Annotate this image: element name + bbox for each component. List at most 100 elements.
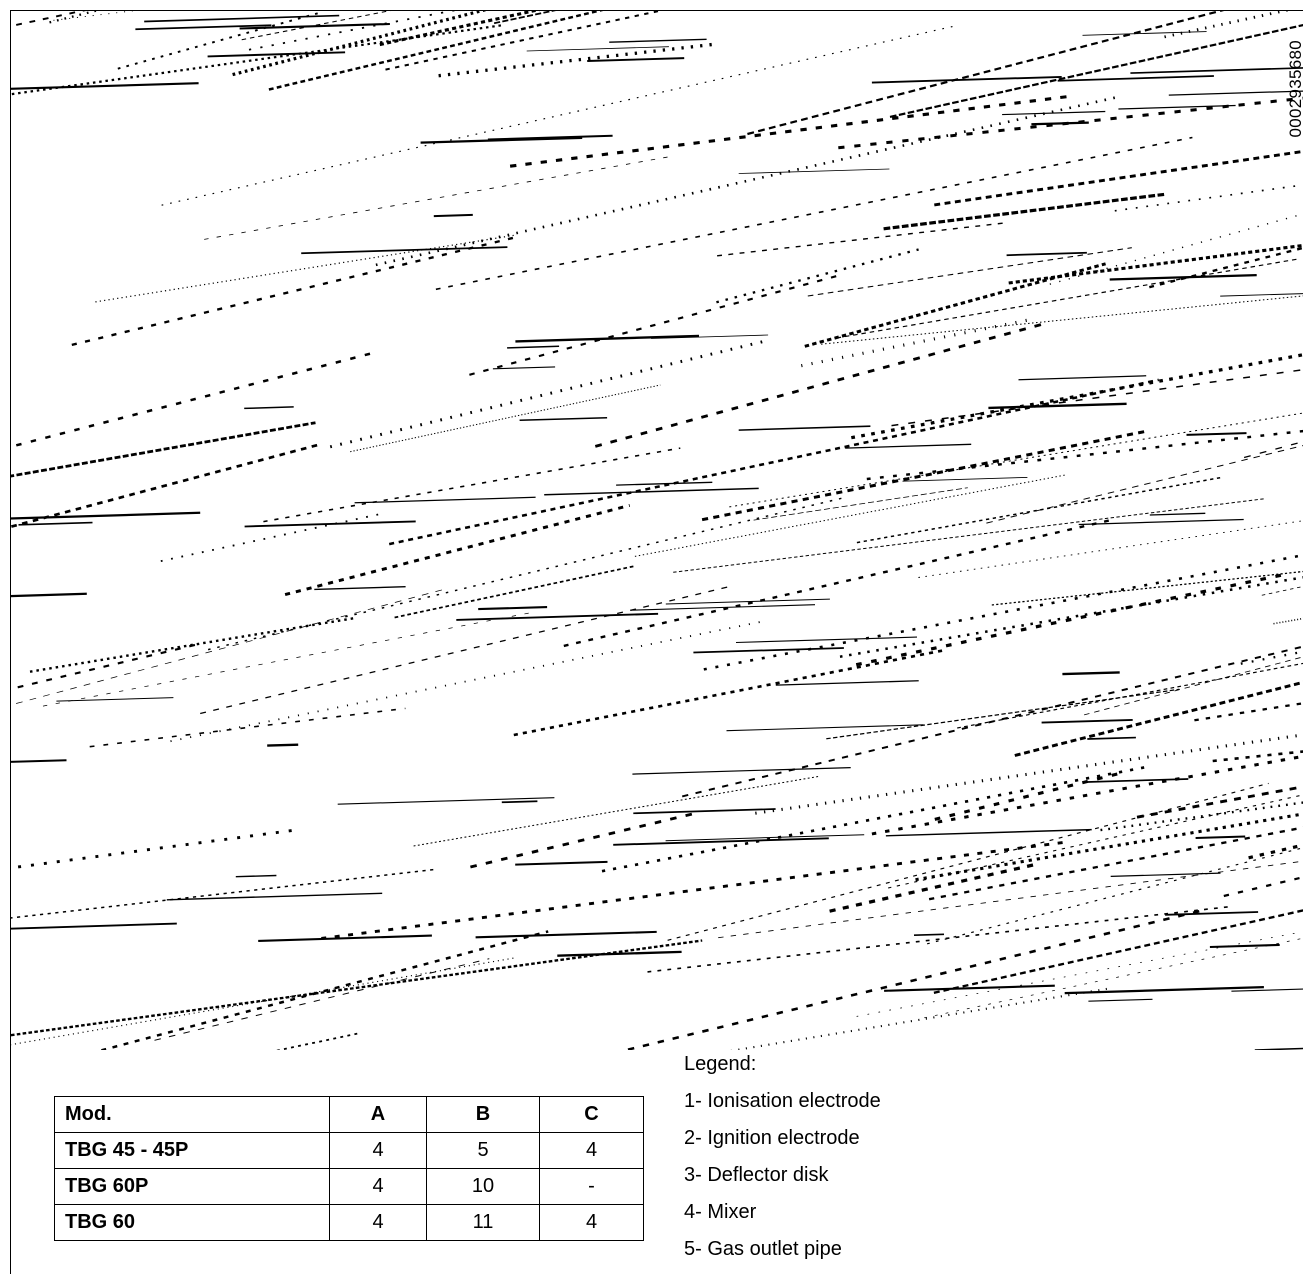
drawing-dash xyxy=(693,647,844,654)
drawing-streak xyxy=(928,826,1303,901)
drawing-streak xyxy=(934,149,1303,207)
drawing-streak xyxy=(1240,650,1303,665)
drawing-streak xyxy=(1062,1026,1303,1050)
drawing-dash xyxy=(10,922,177,930)
drawing-streak xyxy=(918,520,1303,578)
drawing-streak xyxy=(10,643,199,691)
drawing-dash xyxy=(609,38,707,43)
drawing-dash xyxy=(913,933,945,937)
drawing-streak xyxy=(829,862,1040,913)
drawing-streak xyxy=(248,10,461,51)
drawing-dash xyxy=(526,46,669,52)
drawing-streak xyxy=(275,1032,361,1050)
drawing-dash xyxy=(557,950,682,957)
drawing-dash xyxy=(845,443,972,449)
drawing-streak xyxy=(701,429,1147,522)
legend-item: 3- Deflector disk xyxy=(684,1164,829,1186)
drawing-streak xyxy=(284,503,631,597)
drawing-streak xyxy=(160,512,385,562)
drawing-streak xyxy=(241,10,396,41)
drawing-dash xyxy=(1110,872,1221,878)
table-cell: - xyxy=(539,1168,644,1205)
drawing-streak xyxy=(826,688,1180,740)
drawing-dash xyxy=(1041,718,1133,724)
table-cell: 4 xyxy=(539,1132,644,1169)
table-header-cell: Mod. xyxy=(54,1096,330,1133)
drawing-dash xyxy=(630,604,816,611)
drawing-streak xyxy=(851,353,1303,440)
drawing-streak xyxy=(435,136,1193,291)
drawing-dash xyxy=(1006,251,1087,257)
drawing-streak xyxy=(10,10,91,28)
drawing-streak xyxy=(1273,617,1303,625)
drawing-streak xyxy=(1243,440,1303,459)
drawing-dash xyxy=(902,476,1028,482)
legend: Legend: 1- Ionisation electrode 2- Ignit… xyxy=(684,1046,881,1268)
drawing-dash xyxy=(478,606,548,611)
drawing-dash xyxy=(135,24,272,31)
drawing-dash xyxy=(884,984,1055,992)
drawing-streak xyxy=(915,812,1303,882)
drawing-dash xyxy=(1078,518,1244,526)
drawing-streak xyxy=(154,958,490,1041)
drawing-streak xyxy=(200,586,728,715)
drawing-dash xyxy=(613,837,829,846)
drawing-dash xyxy=(207,51,346,58)
drawing-streak xyxy=(855,572,1289,667)
drawing-streak xyxy=(469,273,842,376)
drawing-streak xyxy=(681,645,1303,798)
drawing-dash xyxy=(420,136,583,144)
drawing-streak xyxy=(385,10,669,71)
drawing-streak xyxy=(933,909,1303,994)
document-code: 0002935680 xyxy=(1286,40,1303,138)
drawing-dash xyxy=(1064,985,1264,995)
drawing-dash xyxy=(475,930,657,939)
drawing-dash xyxy=(515,860,608,866)
table-cell: 4 xyxy=(329,1204,427,1241)
drawing-streak xyxy=(97,930,549,1050)
drawing-streak xyxy=(934,770,1125,821)
legend-title: Legend: xyxy=(684,1053,757,1075)
drawing-dash xyxy=(1057,75,1214,82)
drawing-streak xyxy=(509,94,1076,168)
drawing-streak xyxy=(883,192,1165,231)
drawing-dash xyxy=(56,697,174,702)
table-header-cell: B xyxy=(426,1096,540,1133)
table-cell: TBG 60 xyxy=(54,1204,330,1241)
drawing-streak xyxy=(1194,702,1303,722)
drawing-streak xyxy=(634,474,1067,557)
drawing-dash xyxy=(1031,121,1089,126)
drawing-dash xyxy=(1130,67,1303,74)
drawing-dash xyxy=(885,828,1092,837)
drawing-dash xyxy=(775,680,919,686)
drawing-dash xyxy=(633,808,776,815)
drawing-dash xyxy=(1088,998,1153,1002)
drawing-dash xyxy=(1118,104,1236,110)
table-row: TBG 60 4 11 4 xyxy=(54,1204,644,1241)
drawing-dash xyxy=(544,487,759,496)
drawing-streak xyxy=(887,794,1303,889)
drawing-streak xyxy=(957,662,1303,729)
drawing-streak xyxy=(161,24,958,206)
drawing-dash xyxy=(1254,1047,1303,1050)
table-cell: TBG 60P xyxy=(54,1168,330,1205)
drawing-dash xyxy=(501,800,538,804)
drawing-streak xyxy=(889,23,1303,118)
drawing-dash xyxy=(665,834,865,842)
drawing-streak xyxy=(647,905,1231,973)
drawing-dash xyxy=(18,521,93,526)
drawing-dash xyxy=(1195,835,1246,839)
drawing-dash xyxy=(665,598,830,605)
table-cell: 11 xyxy=(426,1204,540,1241)
drawing-dash xyxy=(492,366,556,370)
drawing-streak xyxy=(891,369,1303,427)
drawing-dash xyxy=(10,82,199,90)
drawing-dash xyxy=(267,743,299,747)
drawing-streak xyxy=(207,496,846,651)
drawing-streak xyxy=(836,258,1299,339)
drawing-streak xyxy=(866,429,1303,481)
drawing-streak xyxy=(667,782,1269,941)
drawing-streak xyxy=(10,351,376,449)
drawing-streaks xyxy=(10,10,1303,1050)
drawing-streak xyxy=(10,24,504,96)
